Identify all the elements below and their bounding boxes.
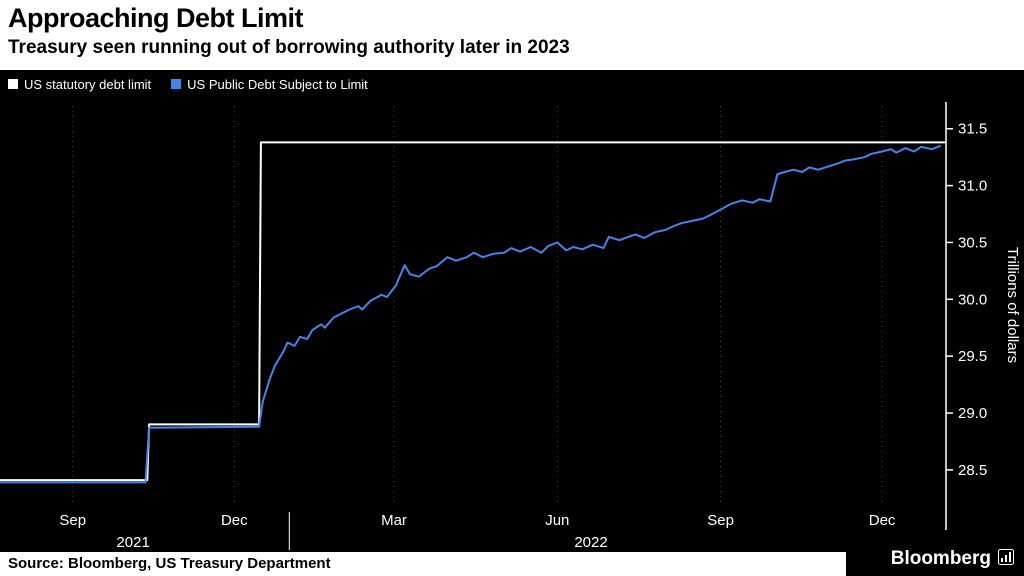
svg-text:Jun: Jun [545, 512, 569, 529]
svg-text:29.0: 29.0 [958, 405, 987, 422]
chart-area: US statutory debt limit US Public Debt S… [0, 70, 1024, 552]
bloomberg-logo: Bloomberg [846, 542, 1024, 576]
debt-limit-line-chart: Sep Dec Mar Jun Sep Dec 2021 2022 28.5 29.0 29.5 30… [0, 102, 1021, 551]
chart-title: Approaching Debt Limit [8, 3, 304, 33]
source-line: Source: Bloomberg, US Treasury Departmen… [8, 555, 331, 572]
legend-swatch-blue [171, 79, 182, 89]
chart-legend: US statutory debt limit US Public Debt S… [0, 70, 1024, 98]
legend-item-statutory-limit: US statutory debt limit [8, 77, 151, 92]
chart-subtitle: Treasury seen running out of borrowing a… [8, 37, 570, 58]
svg-text:Mar: Mar [381, 512, 407, 529]
svg-text:Dec: Dec [869, 512, 896, 529]
chart-header: Approaching Debt Limit Treasury seen run… [0, 0, 1024, 70]
legend-item-public-debt: US Public Debt Subject to Limit [171, 77, 368, 92]
svg-text:31.0: 31.0 [958, 178, 987, 195]
svg-text:29.5: 29.5 [958, 348, 987, 365]
svg-text:Trillions of dollars: Trillions of dollars [1004, 247, 1021, 363]
svg-text:Sep: Sep [59, 512, 86, 529]
svg-text:30.5: 30.5 [958, 234, 987, 251]
svg-text:30.0: 30.0 [958, 291, 987, 308]
legend-label-statutory-limit: US statutory debt limit [24, 76, 152, 92]
svg-text:Sep: Sep [707, 512, 734, 529]
legend-label-public-debt: US Public Debt Subject to Limit [187, 76, 368, 92]
svg-text:2022: 2022 [574, 534, 607, 551]
bloomberg-wordmark: Bloomberg [890, 548, 991, 569]
svg-text:31.5: 31.5 [958, 121, 987, 138]
svg-text:28.5: 28.5 [958, 462, 987, 479]
legend-swatch-white [8, 79, 18, 89]
bloomberg-mark-icon [998, 548, 1014, 570]
svg-text:Dec: Dec [221, 512, 248, 529]
svg-text:2021: 2021 [116, 534, 149, 551]
